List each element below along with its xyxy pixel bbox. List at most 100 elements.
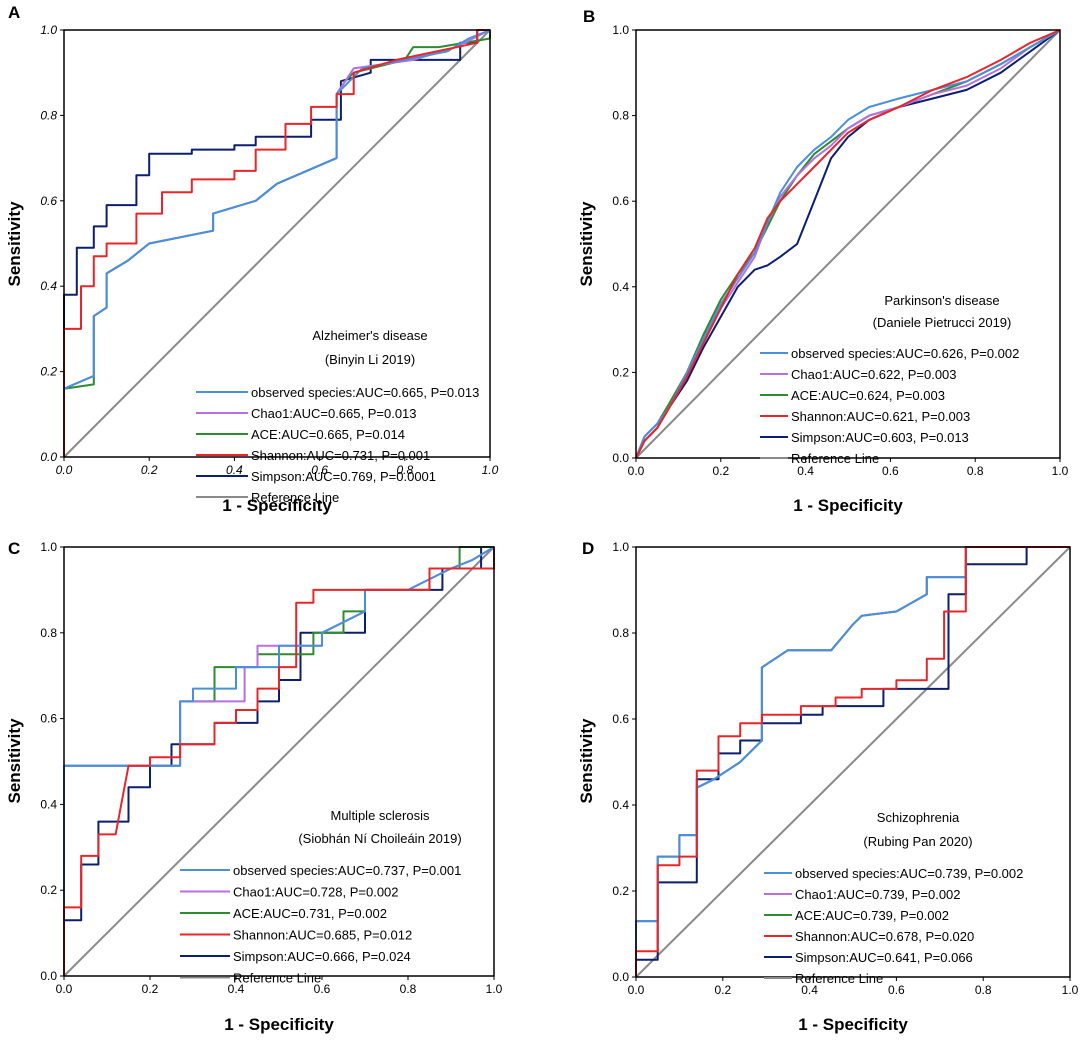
legend-subtitle: (Daniele Pietrucci 2019) — [873, 315, 1012, 330]
x-tick-label: 0.0 — [56, 982, 73, 996]
x-tick-label: 1.0 — [1062, 983, 1079, 997]
roc-curve-observed-species — [63, 29, 491, 457]
legend-label-shannon: Shannon:AUC=0.685, P=0.012 — [233, 928, 412, 943]
y-tick-label: 0.6 — [612, 712, 629, 726]
y-tick-label: 0.6 — [40, 712, 57, 726]
x-tick-label: 0.8 — [400, 982, 417, 996]
legend-label-observed-species: observed species:AUC=0.665, P=0.013 — [251, 385, 479, 400]
legend-title: Schizophrenia — [877, 810, 960, 825]
x-axis-title: 1 - Specificity — [798, 1015, 908, 1034]
legend-label-simpson: Simpson:AUC=0.769, P=0.0001 — [251, 469, 436, 484]
roc-curve-simpson — [635, 29, 1061, 459]
roc-curve-observed-species — [635, 546, 1070, 977]
legend-label-shannon: Shannon:AUC=0.621, P=0.003 — [791, 409, 970, 424]
y-tick-label: 0.0 — [40, 969, 57, 983]
x-tick-label: 0.8 — [975, 983, 992, 997]
plot-frame — [635, 29, 1061, 459]
legend-label-simpson: Simpson:AUC=0.603, P=0.013 — [791, 430, 969, 445]
panel-letter: C — [8, 539, 20, 558]
x-tick-label: 0.2 — [142, 982, 159, 996]
legend-label-chao1: Chao1:AUC=0.739, P=0.002 — [795, 887, 961, 902]
reference-line — [63, 29, 491, 458]
x-tick-label: 0.8 — [396, 463, 413, 477]
x-tick-label: 0.4 — [797, 464, 814, 478]
x-tick-label: 0.2 — [141, 463, 158, 477]
legend-subtitle: (Binyin Li 2019) — [325, 352, 415, 367]
legend-label-reference: Reference Line — [233, 971, 321, 986]
y-tick-label: 0.0 — [40, 450, 57, 464]
y-axis-title: Sensitivity — [577, 718, 596, 804]
y-tick-label: 0.2 — [612, 365, 629, 379]
roc-curve-observed-species — [63, 546, 495, 976]
x-tick-label: 1.0 — [1052, 464, 1069, 478]
y-tick-label: 0.4 — [40, 797, 57, 811]
y-tick-label: 0.8 — [40, 108, 57, 122]
panel-d: D 0.0 0.2 0.4 0.6 0.8 1.0 0.0 0.2 0.4 0.6 0.8 1.0 1 -… — [577, 539, 1079, 1034]
x-tick-label: 1.0 — [482, 463, 499, 477]
x-tick-label: 0.0 — [56, 463, 73, 477]
x-tick-label: 0.4 — [228, 982, 245, 996]
legend-label-ace: ACE:AUC=0.624, P=0.003 — [791, 388, 945, 403]
x-axis-title: 1 - Specificity — [224, 1015, 334, 1034]
plot-frame — [635, 546, 1071, 978]
x-tick-label: 0.8 — [967, 464, 984, 478]
x-tick-label: 0.2 — [714, 983, 731, 997]
panel-b: B 0.0 0.2 0.4 0.6 0.8 1.0 0.0 0.2 0.4 0.6 0.8 1.0 1 -… — [577, 7, 1069, 515]
legend: Alzheimer's disease (Binyin Li 2019) obser… — [196, 328, 479, 505]
legend-label-reference: Reference Line — [795, 971, 883, 986]
x-tick-label: 0.4 — [226, 463, 243, 477]
plot-frame — [63, 546, 495, 977]
roc-curve-observed-species — [635, 29, 1061, 459]
legend-title: Alzheimer's disease — [312, 328, 427, 343]
y-axis-title: Sensitivity — [577, 201, 596, 287]
y-tick-label: 1.0 — [612, 23, 629, 37]
x-tick-label: 0.0 — [628, 464, 645, 478]
legend-title: Parkinson's disease — [884, 293, 999, 308]
legend-label-reference: Reference Line — [251, 490, 339, 505]
y-tick-label: 0.6 — [40, 194, 57, 208]
legend-title: Multiple sclerosis — [331, 808, 430, 823]
y-tick-label: 0.4 — [40, 279, 57, 293]
y-tick-label: 0.2 — [40, 883, 57, 897]
legend-label-ace: ACE:AUC=0.731, P=0.002 — [233, 906, 387, 921]
y-tick-label: 0.8 — [612, 109, 629, 123]
roc-curve-shannon — [63, 29, 490, 457]
x-axis-title: 1 - Specificity — [793, 496, 903, 515]
legend-subtitle: (Rubing Pan 2020) — [863, 834, 972, 849]
x-axis-title: 1 - Specificity — [222, 496, 332, 515]
x-tick-label: 1.0 — [486, 982, 503, 996]
panel-letter: A — [8, 3, 20, 22]
x-tick-label: 0.2 — [712, 464, 729, 478]
legend-label-observed-species: observed species:AUC=0.737, P=0.001 — [233, 863, 461, 878]
x-tick-label: 0.0 — [628, 983, 645, 997]
panel-a: A 0.0 0.2 0.4 0.6 0.8 1.0 0.0 0.2 0.4 0.6 0.8 1.0 1 -… — [5, 3, 499, 515]
x-tick-label: 0.6 — [882, 464, 899, 478]
x-tick-label: 0.6 — [311, 463, 328, 477]
x-tick-label: 0.6 — [314, 982, 331, 996]
y-tick-label: 1.0 — [40, 540, 57, 554]
y-tick-label: 1.0 — [612, 540, 629, 554]
legend-label-observed-species: observed species:AUC=0.739, P=0.002 — [795, 866, 1023, 881]
y-tick-label: 0.4 — [612, 798, 629, 812]
reference-line — [635, 546, 1071, 978]
legend: Multiple sclerosis (Siobhán Ní Choileáin … — [180, 808, 462, 986]
legend-label-chao1: Chao1:AUC=0.728, P=0.002 — [233, 885, 399, 900]
y-tick-label: 0.8 — [40, 626, 57, 640]
legend-label-simpson: Simpson:AUC=0.641, P=0.066 — [795, 950, 973, 965]
roc-curve-shannon — [635, 546, 1070, 977]
legend-label-shannon: Shannon:AUC=0.731, P=0.001 — [251, 448, 430, 463]
y-axis-title: Sensitivity — [5, 718, 24, 804]
legend-label-shannon: Shannon:AUC=0.678, P=0.020 — [795, 929, 974, 944]
y-tick-label: 0.0 — [612, 970, 629, 984]
legend-label-ace: ACE:AUC=0.739, P=0.002 — [795, 908, 949, 923]
roc-curve-shannon — [635, 29, 1061, 459]
roc-curve-shannon — [63, 547, 495, 976]
legend-label-ace: ACE:AUC=0.665, P=0.014 — [251, 427, 405, 442]
legend-label-chao1: Chao1:AUC=0.665, P=0.013 — [251, 406, 417, 421]
plot-frame — [63, 29, 491, 458]
y-tick-label: 0.2 — [612, 884, 629, 898]
legend-subtitle: (Siobhán Ní Choileáin 2019) — [298, 831, 461, 846]
legend: Schizophrenia (Rubing Pan 2020) observed s… — [764, 810, 1023, 986]
y-tick-label: 0.8 — [612, 626, 629, 640]
